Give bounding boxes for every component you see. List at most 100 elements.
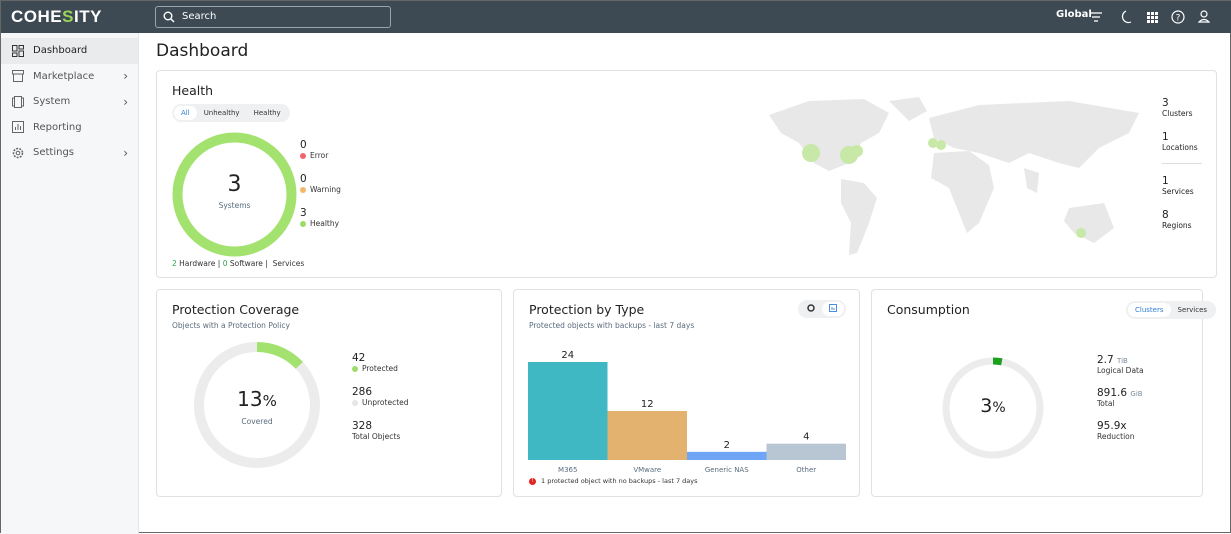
consumption-stats: 2.7 TiB Logical Data 891.6 GiB Total 95.9x… xyxy=(1097,354,1144,441)
search-input[interactable]: Search xyxy=(155,6,391,28)
chevron-right-icon: › xyxy=(123,69,128,84)
error-icon: ! xyxy=(529,477,536,485)
coverage-subtitle: Objects with a Protection Policy xyxy=(172,321,290,330)
page-title: Dashboard xyxy=(156,41,249,61)
total-objects-label: Total Objects xyxy=(352,432,401,441)
services-count: 1 xyxy=(1162,175,1169,187)
scope-selector[interactable]: Global xyxy=(1056,9,1092,20)
by-type-subtitle: Protected objects with backups - last 7 … xyxy=(529,321,695,330)
donut-view-icon[interactable] xyxy=(800,302,822,316)
tab-services[interactable]: Services xyxy=(1177,306,1208,314)
logical-data-value: 2.7 xyxy=(1097,354,1114,366)
bar-view-icon[interactable] xyxy=(822,302,844,316)
health-card: Health All Unhealthy Healthy 3 Systems 0… xyxy=(156,70,1217,278)
protected-label: Protected xyxy=(362,364,398,373)
sidebar-item-label: Reporting xyxy=(33,121,82,133)
bar-vmware[interactable] xyxy=(607,411,688,460)
error-dot xyxy=(300,152,306,159)
protected-dot xyxy=(352,365,358,372)
filter-unhealthy[interactable]: Unhealthy xyxy=(203,109,240,117)
sidebar-item-system[interactable]: System › xyxy=(1,89,138,115)
filter-icon[interactable] xyxy=(1090,12,1102,22)
regions-label: Regions xyxy=(1162,221,1192,230)
search-placeholder: Search xyxy=(182,11,217,22)
locations-label: Locations xyxy=(1162,143,1198,152)
sidebar-item-label: Settings xyxy=(33,147,75,159)
protection-coverage-card: Protection Coverage Objects with a Prote… xyxy=(156,289,502,497)
coverage-stats: 42 Protected 286 Unprotected 328 Total Obje… xyxy=(352,352,409,441)
category-label: Generic NAS xyxy=(705,466,749,474)
hardware-count: 2 xyxy=(172,259,177,268)
sidebar-item-settings[interactable]: Settings › xyxy=(1,140,138,166)
sidebar-item-label: Marketplace xyxy=(33,70,95,82)
reporting-icon xyxy=(12,121,24,134)
unprotected-label: Unprotected xyxy=(362,398,409,407)
services-link[interactable]: Services xyxy=(272,259,305,268)
bar-m365[interactable] xyxy=(528,362,608,460)
bar-chart: 24 M365 12 VMware 2 Generic NAS 4 Other xyxy=(528,350,847,474)
protection-by-type-card: Protection by Type Protected objects wit… xyxy=(513,289,860,497)
sidebar-item-marketplace[interactable]: Marketplace › xyxy=(1,64,138,90)
error-count: 0 xyxy=(300,139,307,151)
system-icon xyxy=(12,95,24,108)
cluster-marker xyxy=(802,144,820,162)
cluster-marker xyxy=(851,145,863,157)
apps-grid-icon[interactable] xyxy=(1147,12,1158,23)
svg-text:?: ? xyxy=(1176,14,1181,24)
bar-other[interactable] xyxy=(766,443,847,460)
chevron-right-icon: › xyxy=(123,145,128,160)
filter-healthy[interactable]: Healthy xyxy=(253,109,281,117)
user-icon[interactable] xyxy=(1198,10,1210,24)
tab-clusters[interactable]: Clusters xyxy=(1128,303,1171,317)
bar-value-label: 4 xyxy=(803,432,809,443)
locations-count: 1 xyxy=(1162,131,1169,143)
software-count: 0 xyxy=(222,259,228,268)
clusters-label: Clusters xyxy=(1162,109,1193,118)
filter-all[interactable]: All xyxy=(174,106,197,120)
total-unit: GiB xyxy=(1130,390,1143,398)
no-backup-warning[interactable]: ! 1 protected object with no backups - l… xyxy=(529,477,698,485)
sidebar-item-dashboard[interactable]: Dashboard xyxy=(1,38,138,64)
coverage-label: Covered xyxy=(241,417,273,426)
dashboard-icon xyxy=(12,44,24,57)
category-label: Other xyxy=(796,466,816,474)
consumption-arc xyxy=(942,357,1044,459)
health-breakdown: 2 Hardware | 0 Software | Services xyxy=(172,259,305,268)
sidebar-item-reporting[interactable]: Reporting xyxy=(1,115,138,141)
gear-icon xyxy=(12,147,24,158)
health-filter: All Unhealthy Healthy xyxy=(172,104,290,122)
search-icon xyxy=(163,11,175,23)
reduction-label: Reduction xyxy=(1097,432,1135,441)
software-link[interactable]: Software xyxy=(229,259,263,268)
cohesity-logo[interactable]: COHESITY xyxy=(11,7,102,26)
unprotected-dot xyxy=(352,399,358,406)
by-type-title: Protection by Type xyxy=(529,302,645,317)
logical-data-label: Logical Data xyxy=(1097,366,1144,375)
world-map xyxy=(769,97,1139,255)
health-donut xyxy=(172,132,297,257)
regions-count: 8 xyxy=(1162,209,1169,221)
healthy-label: Healthy xyxy=(310,219,340,228)
consumption-card: Consumption Clusters Services 3% 2.7 TiB… xyxy=(871,289,1217,497)
dark-mode-icon[interactable] xyxy=(1120,10,1132,24)
protected-count: 42 xyxy=(352,352,366,364)
health-stats: 3 Clusters 1 Locations 1 Services 8 Regions xyxy=(1162,97,1202,230)
help-icon[interactable]: ? xyxy=(1171,10,1185,24)
sidebar-item-label: System xyxy=(33,96,71,108)
consumption-tabs: Clusters Services xyxy=(1126,301,1217,319)
store-icon xyxy=(12,70,24,83)
warning-label: Warning xyxy=(310,185,341,194)
coverage-donut xyxy=(194,342,320,468)
healthy-dot xyxy=(300,220,306,227)
chevron-right-icon: › xyxy=(123,94,128,109)
health-title: Health xyxy=(172,83,214,98)
consumption-donut xyxy=(942,357,1044,459)
health-legend: 0 Error 0 Warning 3 Healthy xyxy=(300,139,341,228)
bar-value-label: 12 xyxy=(641,399,654,410)
consumption-percent: 3% xyxy=(980,395,1006,417)
coverage-percent: 13% xyxy=(237,387,277,411)
top-bar: COHESITY Search Global ? xyxy=(1,1,1231,33)
bar-generic-nas[interactable] xyxy=(687,451,767,460)
sidebar: Dashboard Marketplace › System › Reporting… xyxy=(1,33,139,534)
hardware-link[interactable]: Hardware xyxy=(179,259,216,268)
